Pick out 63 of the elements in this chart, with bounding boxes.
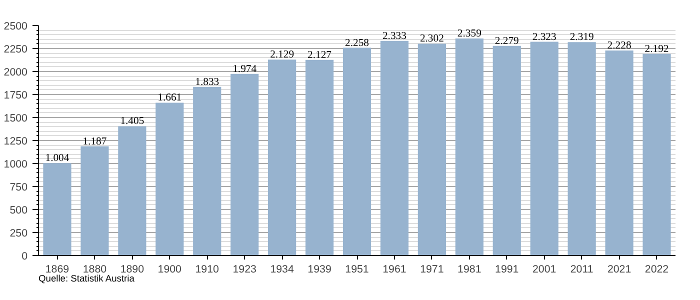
x-tick-label: 1939 xyxy=(308,264,332,276)
bar xyxy=(156,102,184,256)
bar xyxy=(492,46,521,256)
y-tick-label: 2500 xyxy=(4,20,28,32)
y-tick-label: 1000 xyxy=(4,158,28,170)
y-tick-label: 500 xyxy=(10,204,28,216)
bar xyxy=(530,42,558,256)
y-tick-label: 1500 xyxy=(4,112,28,124)
data-label: 1.661 xyxy=(158,92,182,104)
bar xyxy=(43,163,72,256)
y-tick-label: 0 xyxy=(22,250,28,262)
x-tick-label: 2021 xyxy=(607,264,632,276)
x-tick-label: 2011 xyxy=(570,264,594,276)
data-label: 2.279 xyxy=(494,36,519,47)
data-label: 1.405 xyxy=(120,116,144,128)
bar xyxy=(455,38,484,256)
bar xyxy=(268,60,296,256)
bar xyxy=(193,86,222,256)
y-tick-label: 2000 xyxy=(4,66,28,78)
x-tick-label: 1991 xyxy=(495,264,519,276)
x-tick-label: 2001 xyxy=(532,264,556,276)
x-tick-label: 1981 xyxy=(458,264,482,276)
data-label: 2.127 xyxy=(308,50,332,61)
bar xyxy=(80,146,109,256)
x-tick-label: 1934 xyxy=(270,264,294,276)
x-tick-label: 2022 xyxy=(644,264,669,276)
bar xyxy=(230,74,259,256)
data-label: 1.833 xyxy=(195,76,220,88)
bar xyxy=(642,54,671,256)
data-label: 2.192 xyxy=(644,44,669,55)
data-label: 2.319 xyxy=(570,32,594,44)
x-tick-label: 1951 xyxy=(345,264,369,276)
y-tick-label: 750 xyxy=(10,182,28,194)
y-tick-label: 1750 xyxy=(4,90,28,102)
x-tick-label: 1961 xyxy=(382,264,406,276)
x-tick-label: 1910 xyxy=(195,264,220,276)
x-tick-label: 1971 xyxy=(420,264,444,276)
data-label: 2.359 xyxy=(457,28,482,40)
bar xyxy=(118,126,146,256)
x-tick-label: 1880 xyxy=(82,264,107,276)
bar xyxy=(305,60,334,256)
x-tick-label: 1900 xyxy=(158,264,182,276)
data-label: 2.323 xyxy=(532,32,556,43)
x-tick-label: 1923 xyxy=(232,264,257,276)
bar xyxy=(342,48,372,256)
data-label: 1.004 xyxy=(45,153,70,164)
data-label: 1.187 xyxy=(82,136,108,148)
data-label: 2.302 xyxy=(420,34,444,45)
y-tick-label: 250 xyxy=(10,228,28,240)
data-label: 2.129 xyxy=(270,50,294,61)
data-label: 2.228 xyxy=(607,40,632,52)
x-tick-label: 1869 xyxy=(45,264,70,276)
bar xyxy=(418,44,446,256)
source-note: Quelle: Statistik Austria xyxy=(38,274,136,284)
data-label: 1.974 xyxy=(232,64,258,75)
x-tick-label: 1890 xyxy=(120,264,144,276)
y-tick-label: 1250 xyxy=(4,136,28,148)
y-tick-label: 2250 xyxy=(4,44,28,56)
data-label: 2.333 xyxy=(382,30,406,42)
bar xyxy=(380,40,409,256)
bar xyxy=(605,50,634,256)
data-label: 2.258 xyxy=(345,38,369,49)
bar xyxy=(568,42,596,256)
